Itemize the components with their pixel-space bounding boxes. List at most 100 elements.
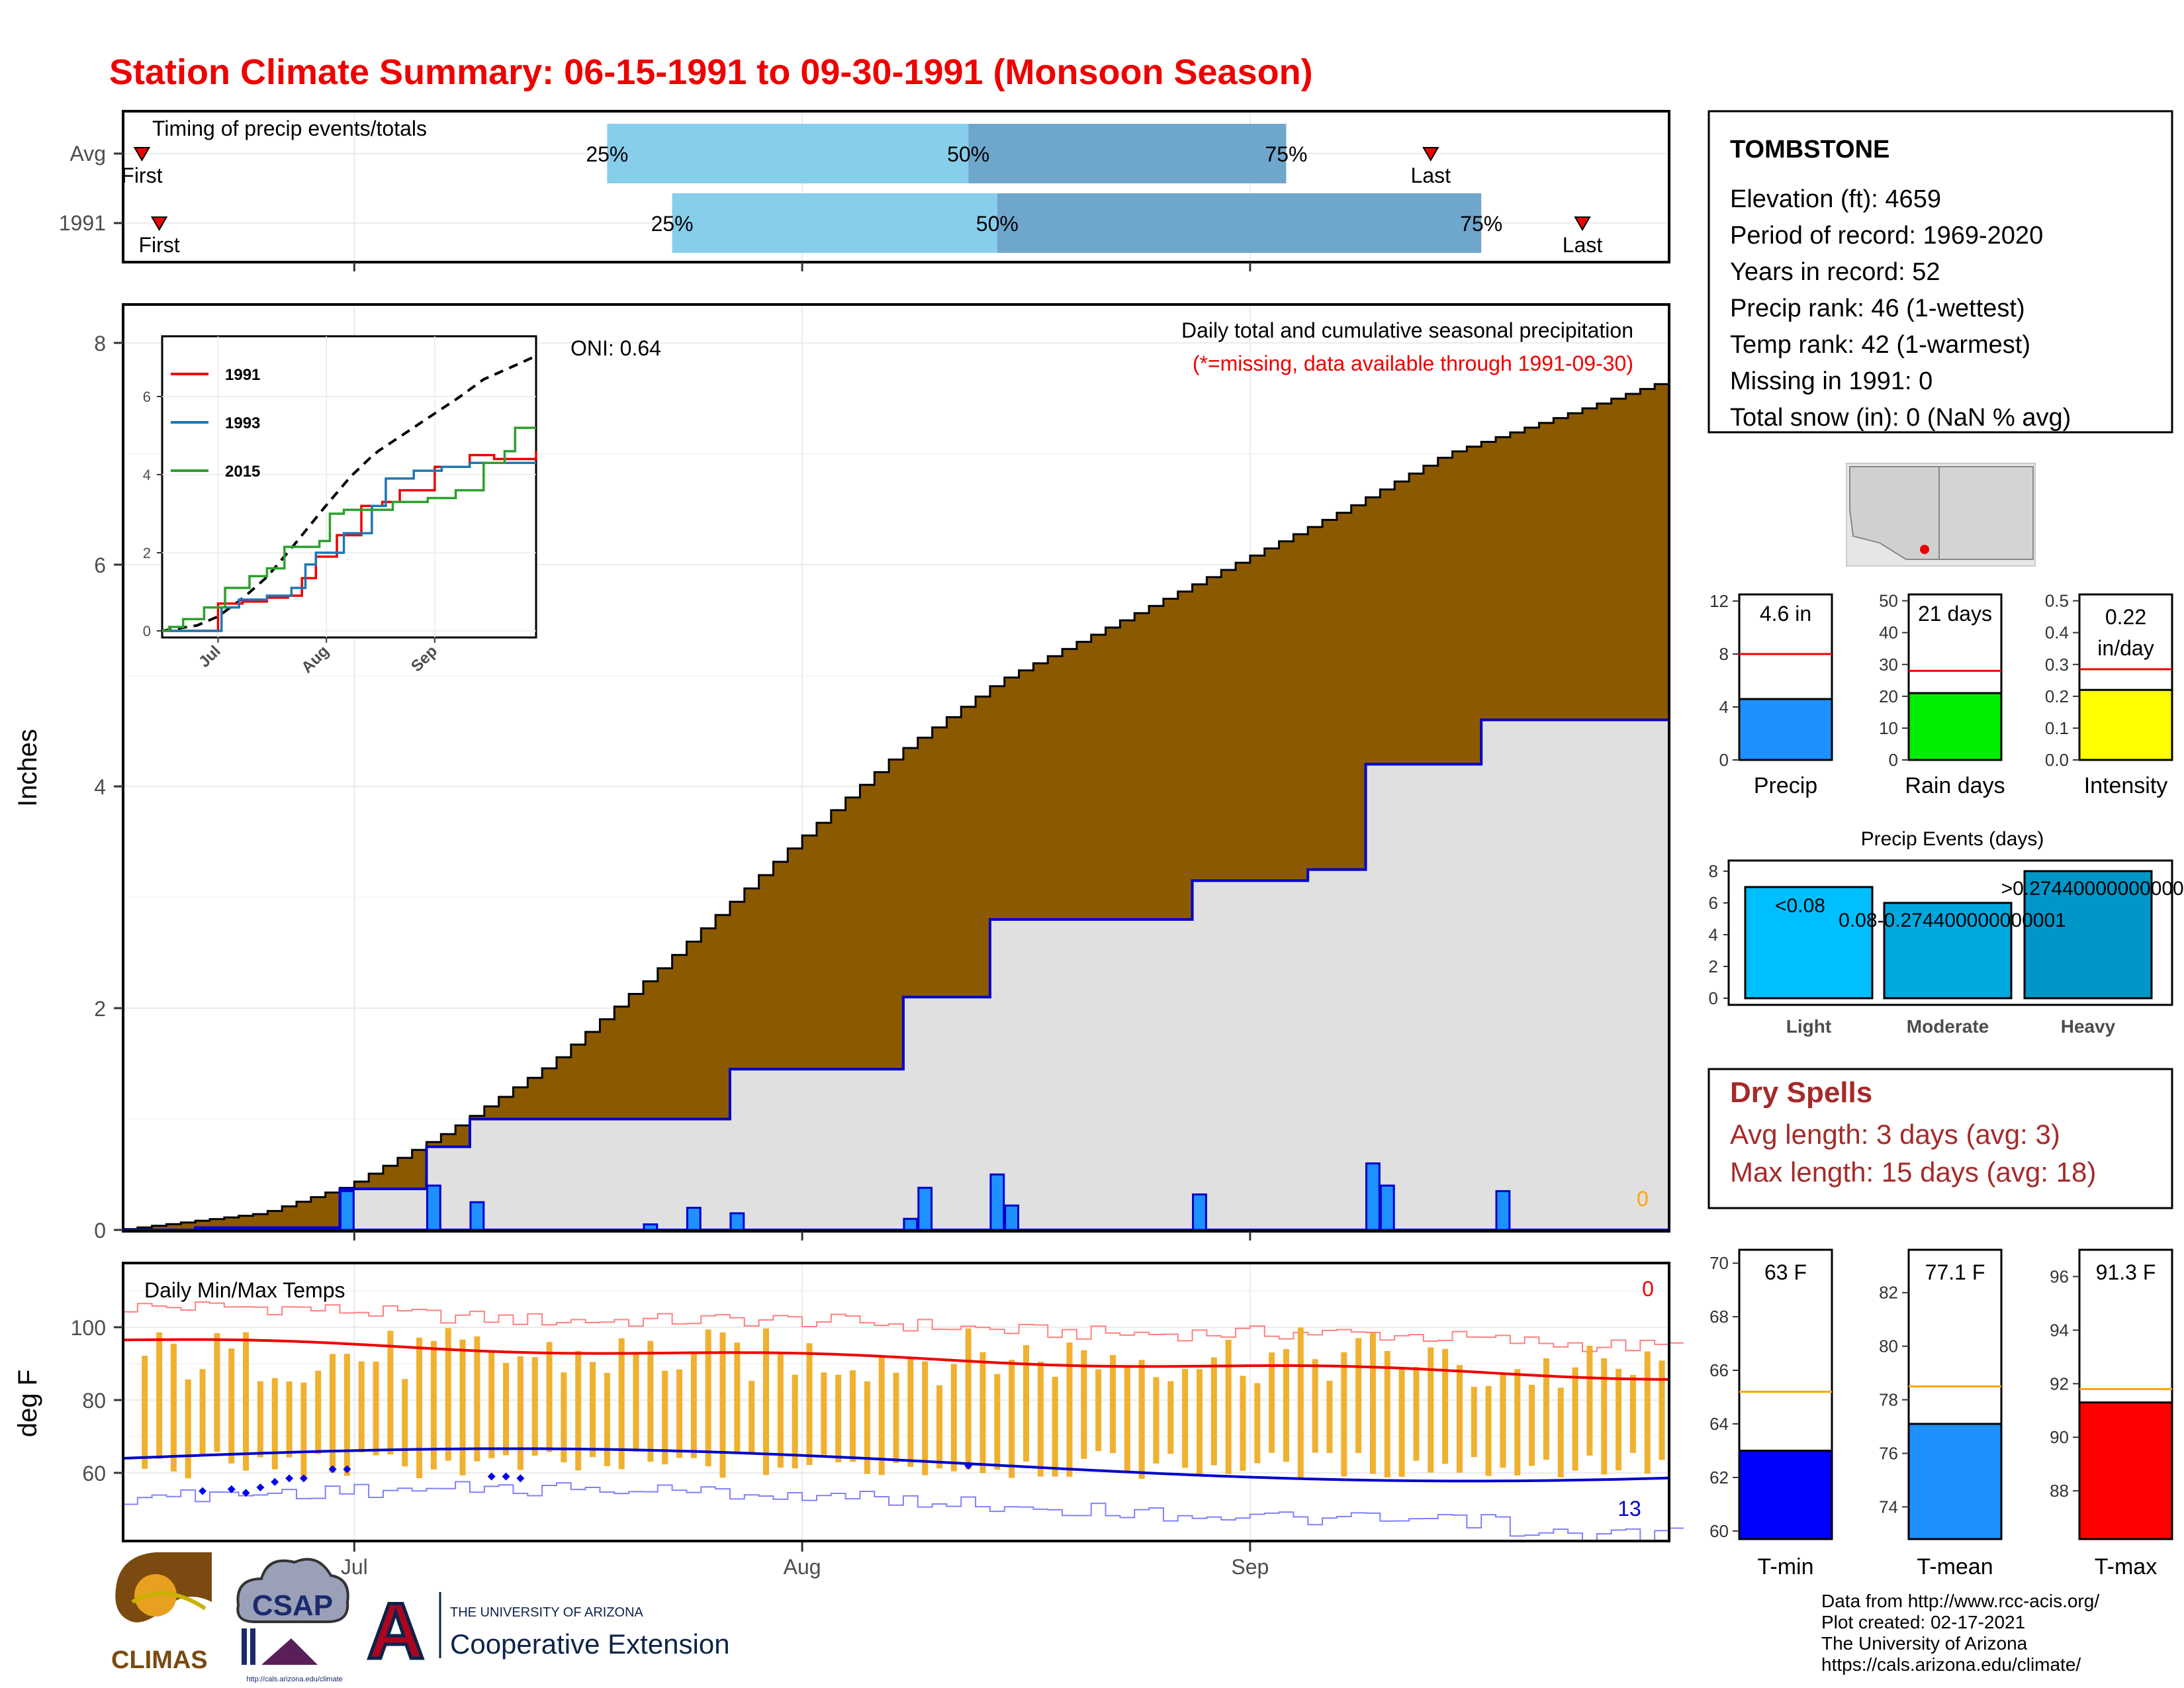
record-low-marker-12: [964, 1462, 973, 1470]
station-detail-line-2: Years in record: 52: [1730, 258, 1940, 286]
daily-temp-bar-54: [907, 1358, 914, 1468]
daily-temp-bar-40: [705, 1329, 711, 1467]
daily-temp-bar-23: [459, 1339, 466, 1476]
daily-temp-bar-31: [575, 1350, 582, 1471]
ua-block-bg: [363, 1585, 429, 1664]
daily-temp-bar-93: [1471, 1386, 1477, 1458]
csap-logo-text: CSAP: [252, 1589, 333, 1622]
mini-bar-y-label-1-1: 10: [1879, 718, 1898, 738]
mini-bar-y-label-1-4: 40: [1879, 623, 1898, 643]
temp-y-label: deg F: [13, 1370, 42, 1437]
daily-temp-bar-105: [1644, 1351, 1651, 1474]
precip-y-tick-label-2: 4: [94, 775, 106, 799]
timing-q50-label: 50%: [976, 212, 1019, 236]
record-low-marker-1: [227, 1485, 236, 1493]
precip-y-tick-label-4: 8: [94, 332, 106, 355]
oni-label: ONI: 0.64: [570, 336, 661, 360]
timing-first-marker: [150, 216, 168, 231]
daily-temp-bar-102: [1601, 1358, 1608, 1475]
station-location-dot: [1920, 545, 1929, 554]
dry-spells-title: Dry Spells: [1730, 1076, 1872, 1109]
dry-spells-box: Dry Spells Avg length: 3 days (avg: 3) M…: [1707, 1068, 2173, 1209]
precip-y-tick-label-0: 0: [94, 1219, 106, 1243]
climas-logo-text: CLIMAS: [111, 1646, 208, 1674]
ua-university-name: THE UNIVERSITY OF ARIZONA: [450, 1605, 644, 1620]
temp-panel: 60 80 100 deg F Daily Min/Max Temps 0 13 J…: [13, 1262, 1684, 1579]
temp-content: [122, 1301, 1684, 1542]
precip-event-label-0: <0.08: [1775, 895, 1825, 917]
mini-bar-y-label-1-2: 20: [1879, 686, 1898, 706]
precip-event-category-0: Light: [1786, 1016, 1831, 1037]
mini-bar-value-2: [2078, 688, 2173, 761]
precip-events-chart: Precip Events (days) Light Moderate Heavy <…: [1709, 828, 2184, 1037]
dry-spells-max: Max length: 15 days (avg: 18): [1730, 1156, 2096, 1188]
daily-temp-bar-72: [1167, 1381, 1174, 1454]
record-low-marker-7: [328, 1465, 337, 1474]
timing-q75-label: 75%: [1460, 212, 1502, 236]
precip-note-missing: (*=missing, data available through 1991-…: [1193, 352, 1633, 375]
daily-temp-bar-37: [662, 1370, 668, 1465]
temp-summary-y-label-2-4: 96: [2050, 1266, 2069, 1286]
daily-temp-bar-86: [1369, 1333, 1376, 1474]
inset-series-line-2: [162, 426, 536, 632]
mini-bar-y-label-2-1: 0.1: [2045, 718, 2069, 738]
footer-note-line-0: Data from http://www.rcc-acis.org/: [1821, 1591, 2099, 1611]
daily-temp-bar-27: [517, 1356, 523, 1470]
temp-low-count: 13: [1617, 1497, 1641, 1521]
temp-summary-y-label-2-2: 92: [2050, 1374, 2069, 1393]
daily-temp-bar-64: [1052, 1376, 1058, 1477]
csap-logo: CSAP http://cals.arizona.edu/climate: [236, 1558, 349, 1683]
mini-bar-y-label-1-5: 50: [1879, 591, 1898, 611]
precip-event-bar-0: [1744, 886, 1874, 1000]
daily-temp-bar-18: [387, 1331, 394, 1455]
daily-temp-bar-103: [1615, 1368, 1622, 1471]
daily-temp-bar-1: [142, 1356, 148, 1469]
timing-q25-label: 25%: [586, 142, 628, 166]
mini-bar-y-label-2-5: 0.5: [2045, 591, 2069, 611]
daily-precip-bar-2: [469, 1201, 485, 1231]
ua-cooperative-extension: Cooperative Extension: [450, 1628, 730, 1660]
precip-y-axis: 0 2 4 6 8: [94, 332, 1251, 1243]
timing-row-label: 1991: [59, 211, 106, 235]
temp-summary-y-label-0-5: 70: [1709, 1253, 1729, 1273]
timing-first-marker: [133, 147, 151, 162]
precip-event-bar-2: [2023, 870, 2153, 1000]
daily-temp-bar-16: [358, 1361, 365, 1452]
mini-bar-y-label-2-0: 0.0: [2045, 750, 2069, 770]
daily-temp-bar-57: [950, 1364, 957, 1472]
temp-summary-y-label-1-0: 74: [1879, 1497, 1898, 1517]
timing-last-marker: [1574, 216, 1591, 231]
temp-summary-y-label-1-1: 76: [1879, 1444, 1898, 1464]
dry-spells-avg: Avg length: 3 days (avg: 3): [1730, 1119, 2060, 1150]
daily-temp-bar-87: [1384, 1351, 1390, 1477]
daily-temp-bar-33: [604, 1372, 610, 1466]
daily-temp-bar-5: [199, 1369, 206, 1456]
daily-temp-bar-97: [1529, 1384, 1535, 1466]
mini-bar-value-unit-2: in/day: [2097, 636, 2154, 660]
daily-temp-bar-52: [878, 1356, 885, 1476]
daily-precip-bar-9: [1004, 1204, 1020, 1231]
daily-temp-bar-43: [749, 1380, 755, 1454]
daily-precip-bar-7: [917, 1186, 933, 1231]
temp-summary-name-1: T-mean: [1917, 1554, 1993, 1579]
daily-temp-bar-61: [1009, 1360, 1015, 1478]
record-low-marker-5: [285, 1474, 294, 1483]
csap-url: http://cals.arizona.edu/climate: [246, 1675, 343, 1683]
daily-temp-bar-101: [1586, 1345, 1593, 1456]
precip-event-label-2: >0.274400000000001: [2001, 878, 2184, 900]
record-low-marker-11: [516, 1474, 525, 1483]
precip-event-y-label-0: 0: [1709, 988, 1718, 1008]
daily-temp-bar-38: [676, 1369, 683, 1458]
timing-last-marker: [1422, 147, 1439, 162]
daily-temp-bar-2: [156, 1332, 163, 1459]
record-low-marker-9: [487, 1472, 496, 1481]
station-info-frame: [1707, 110, 2173, 434]
temp-summary-bar-1: [1907, 1423, 2003, 1540]
daily-temp-bar-9: [257, 1381, 263, 1458]
temp-y-tick-label-2: 100: [71, 1316, 106, 1340]
station-detail-line-0: Elevation (ft): 4659: [1730, 185, 1941, 213]
daily-temp-bar-22: [445, 1328, 451, 1461]
daily-temp-bar-48: [821, 1372, 827, 1455]
temp-record-low-line: [123, 1481, 1684, 1542]
